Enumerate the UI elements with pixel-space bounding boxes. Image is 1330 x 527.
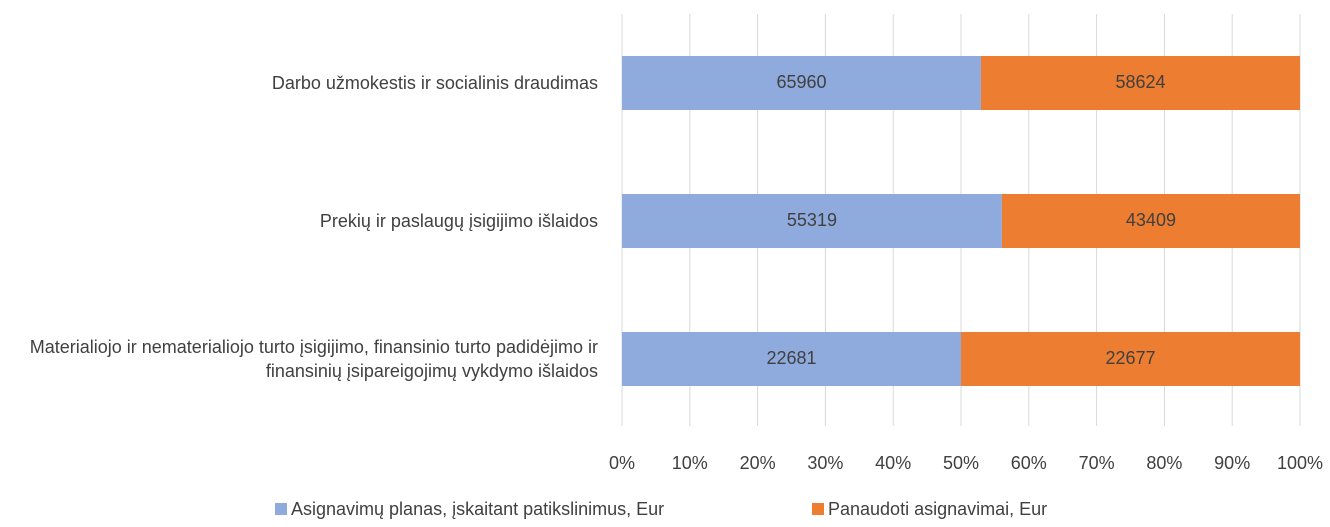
bar-segment — [961, 332, 1300, 386]
x-tick-label: 40% — [875, 453, 911, 473]
bar-segment — [622, 56, 981, 110]
legend-label: Asignavimų planas, įskaitant patikslinim… — [291, 499, 664, 519]
data-label: 58624 — [1115, 72, 1165, 92]
bar-segment — [622, 332, 962, 386]
x-tick-label: 80% — [1146, 453, 1182, 473]
legend-swatch — [275, 503, 287, 515]
data-label: 43409 — [1126, 210, 1176, 230]
bar-segment — [980, 56, 1300, 110]
bar-segment — [622, 194, 1002, 248]
x-tick-label: 20% — [740, 453, 776, 473]
x-tick-label: 0% — [609, 453, 635, 473]
data-label: 65960 — [776, 72, 826, 92]
x-tick-label: 10% — [672, 453, 708, 473]
x-tick-label: 30% — [807, 453, 843, 473]
y-tick-label: Darbo užmokestis ir socialinis draudimas — [271, 73, 598, 93]
x-tick-label: 100% — [1277, 453, 1323, 473]
bar-segment — [1001, 194, 1300, 248]
x-tick-label: 50% — [943, 453, 979, 473]
x-tick-label: 70% — [1079, 453, 1115, 473]
data-label: 22681 — [766, 348, 816, 368]
legend-label: Panaudoti asignavimai, Eur — [828, 499, 1047, 519]
data-label: 55319 — [787, 210, 837, 230]
y-tick-label: Prekių ir paslaugų įsigijimo išlaidos — [319, 211, 598, 231]
y-tick-label: Materialiojo ir nematerialiojo turto įsi… — [29, 337, 598, 381]
data-label: 22677 — [1105, 348, 1155, 368]
legend-swatch — [812, 503, 824, 515]
x-tick-label: 60% — [1011, 453, 1047, 473]
x-tick-label: 90% — [1214, 453, 1250, 473]
